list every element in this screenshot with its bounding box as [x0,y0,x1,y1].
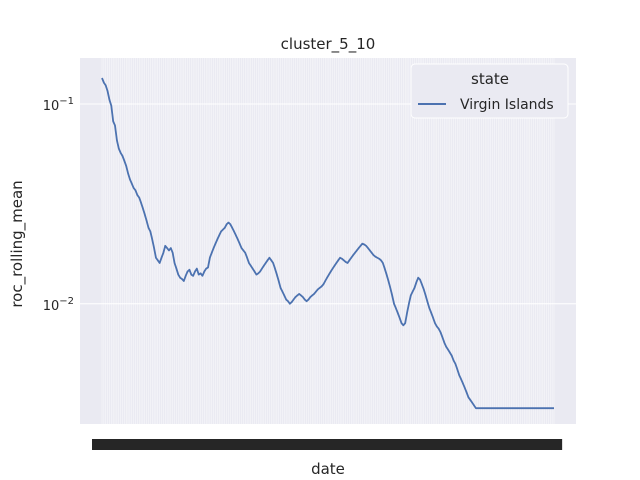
legend: state Virgin Islands [410,63,569,119]
legend-box [410,63,569,119]
legend-title: state [471,70,509,88]
x-axis-label: date [311,460,345,478]
series-line [101,77,554,410]
plot-background [80,58,576,424]
chart-title: cluster_5_10 [281,35,376,54]
y-axis-label: roc_rolling_mean [8,180,27,307]
x-tick-labels [92,439,563,450]
x-gridlines [101,58,555,424]
series-layer [101,77,554,410]
y-tick-label: 10−2 [43,296,74,314]
x-tick-label [542,439,563,450]
y-tick-labels: 10−1 10−2 [43,96,74,314]
y-tick-label: 10−1 [43,96,74,114]
legend-entry-label: Virgin Islands [460,97,554,113]
